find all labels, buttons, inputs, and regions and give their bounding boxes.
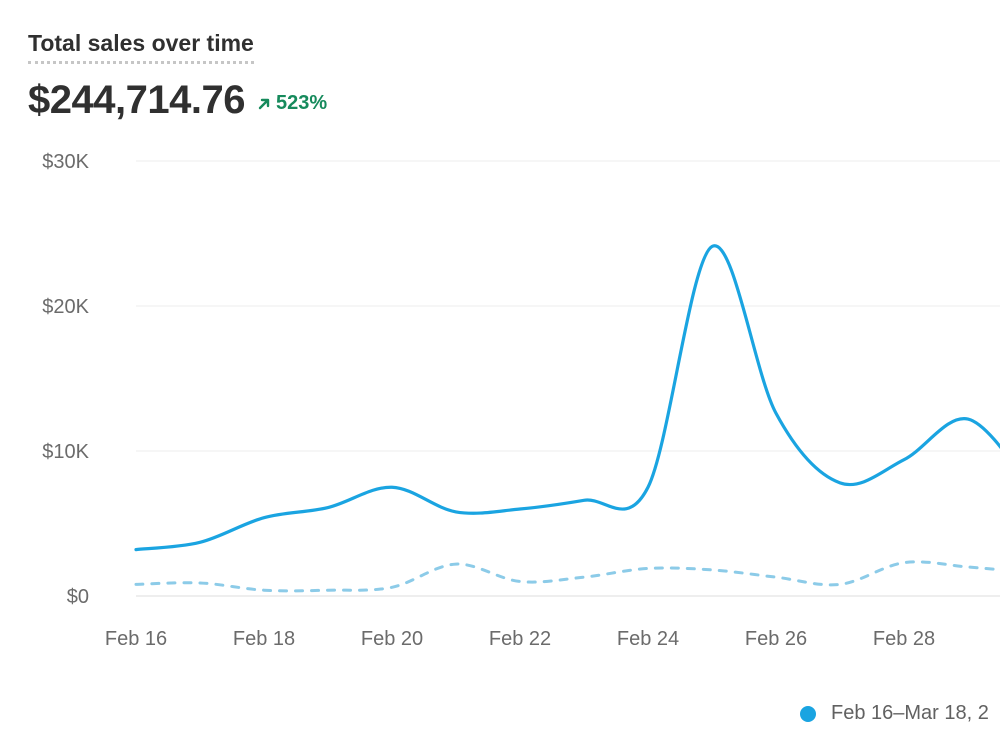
primary-data-point[interactable] (391, 486, 393, 488)
comparison-data-point[interactable] (903, 562, 905, 564)
legend[interactable]: Feb 16–Mar 18, 2 (800, 702, 989, 725)
x-tick-label: Feb 24 (617, 628, 679, 650)
change-percent: 523% (275, 92, 328, 114)
primary-data-point[interactable] (839, 482, 841, 484)
x-tick-label: Feb 20 (361, 628, 423, 650)
x-tick-label: Feb 16 (105, 628, 167, 650)
comparison-data-point[interactable] (583, 576, 585, 578)
arrow-up-right-icon (258, 98, 270, 109)
primary-data-point[interactable] (583, 499, 585, 501)
data-points (135, 246, 1000, 592)
series-group (134, 244, 1000, 593)
total-summary: $244,714.76 523% (28, 78, 327, 123)
sales-line-chart: $0$10K$20K$30K Feb 16 Feb 18 Feb 20 Feb 22 F… (42, 151, 1000, 650)
primary-data-point[interactable] (647, 486, 649, 488)
comparison-series-line (134, 560, 1000, 593)
primary-data-point[interactable] (711, 246, 713, 248)
y-tick-label: $20K (42, 296, 89, 318)
primary-data-point[interactable] (967, 418, 969, 420)
comparison-data-point[interactable] (135, 583, 137, 585)
x-tick-label: Feb 28 (873, 628, 935, 650)
comparison-data-point[interactable] (455, 563, 457, 565)
primary-data-point[interactable] (775, 412, 777, 414)
comparison-data-point[interactable] (263, 589, 265, 591)
primary-data-point[interactable] (263, 517, 265, 519)
comparison-data-point[interactable] (519, 581, 521, 583)
y-tick-label: $0 (67, 586, 89, 608)
x-tick-label: Feb 22 (489, 628, 551, 650)
comparison-data-point[interactable] (391, 586, 393, 588)
comparison-data-point[interactable] (839, 583, 841, 585)
primary-data-point[interactable] (135, 549, 137, 551)
x-tick-label: Feb 26 (745, 628, 807, 650)
comparison-data-point[interactable] (711, 569, 713, 571)
chart-title[interactable]: Total sales over time (28, 30, 254, 64)
y-tick-label: $10K (42, 441, 89, 463)
x-axis-ticks: Feb 16 Feb 18 Feb 20 Feb 22 Feb 24 Feb 26 Feb … (105, 628, 935, 650)
y-axis-ticks: $0 $10K $20K $30K (42, 151, 89, 608)
primary-data-point[interactable] (327, 507, 329, 509)
primary-data-point[interactable] (199, 541, 201, 543)
change-badge: 523% (257, 92, 327, 115)
grid-lines (136, 160, 1000, 597)
comparison-data-point[interactable] (775, 576, 777, 578)
comparison-data-point[interactable] (647, 567, 649, 569)
primary-data-point[interactable] (455, 511, 457, 513)
primary-data-point[interactable] (519, 508, 521, 510)
legend-dot (800, 705, 816, 722)
x-tick-label: Feb 18 (233, 628, 295, 650)
comparison-data-point[interactable] (967, 566, 969, 568)
comparison-data-point[interactable] (327, 589, 329, 591)
legend-label: Feb 16–Mar 18, 2 (831, 702, 989, 724)
comparison-data-point[interactable] (199, 582, 201, 584)
primary-data-point[interactable] (903, 459, 905, 461)
primary-series-line (134, 244, 1000, 552)
total-sales-value: $244,714.76 (28, 78, 245, 122)
y-tick-label: $30K (42, 151, 89, 173)
